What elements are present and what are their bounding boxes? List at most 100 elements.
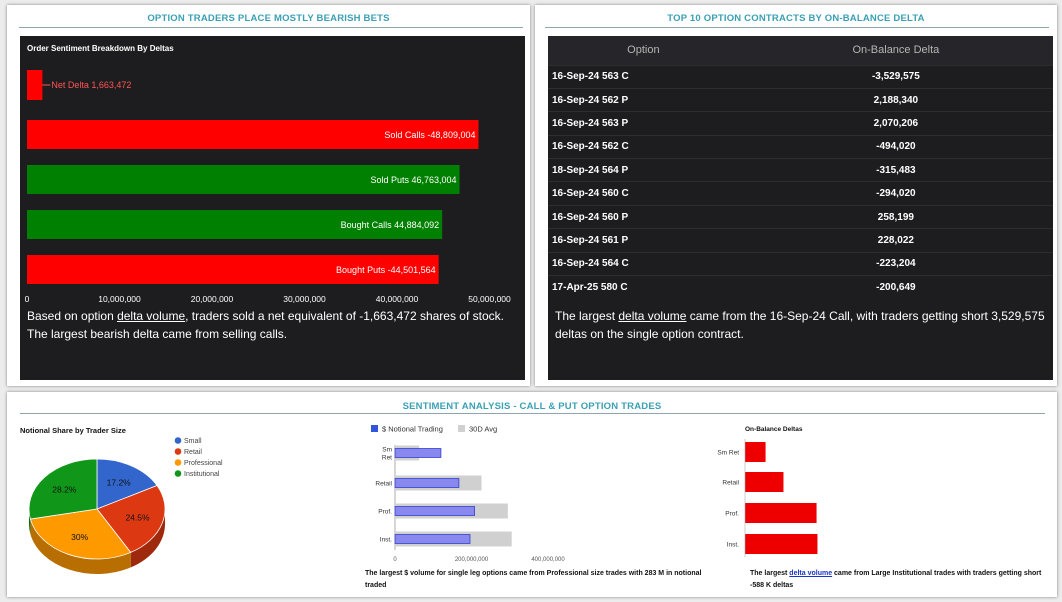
- x-tick-label: 0: [25, 294, 30, 304]
- note-text: The largest: [750, 570, 790, 577]
- divider: [545, 27, 1049, 28]
- volume-note: The largest $ volume for single leg opti…: [365, 570, 702, 589]
- delta-cell: 2,070,206: [738, 111, 1053, 136]
- sentiment-chart-card: Order Sentiment Breakdown By Deltas Net …: [20, 36, 525, 380]
- option-cell: 16-Sep-24 560 P: [548, 204, 739, 229]
- legend-label: Professional: [184, 460, 223, 467]
- notional-bar: [394, 448, 442, 458]
- legend-label: $ Notional Trading: [382, 425, 443, 434]
- x-tick-label: 40,000,000: [376, 294, 419, 304]
- delta-volume-link[interactable]: delta volume: [117, 309, 186, 323]
- y-category-label: Inst.: [727, 542, 739, 549]
- option-cell: 16-Sep-24 560 C: [548, 181, 739, 206]
- delta-bar: [745, 503, 817, 523]
- table-row: 18-Sep-24 564 P -315,483: [548, 158, 1053, 182]
- column-header-delta[interactable]: On-Balance Delta: [738, 36, 1053, 65]
- table-row: 16-Sep-24 560 C -294,020: [548, 181, 1053, 206]
- description-text: came from the 16-Sep-24 Call, with trade…: [555, 309, 1045, 341]
- notional-bar: [394, 506, 475, 516]
- legend-swatch: [174, 437, 182, 444]
- x-tick-label: 50,000,000: [468, 294, 511, 304]
- panel-title-analysis: SENTIMENT ANALYSIS - CALL & PUT OPTION T…: [402, 401, 662, 412]
- panel-title-contracts: TOP 10 OPTION CONTRACTS BY ON-BALANCE DE…: [667, 13, 925, 24]
- y-category-label: Sm Ret: [717, 450, 739, 457]
- table-row: 16-Sep-24 562 P 2,188,340: [548, 87, 1053, 112]
- delta-cell: -3,529,575: [738, 64, 1053, 89]
- x-tick-label: 0: [393, 557, 397, 563]
- pie-value-label: 28.2%: [52, 484, 77, 494]
- delta-bar: [745, 442, 766, 462]
- sentiment-bar-chart: Net Delta 1,663,472 Sold Calls -48,809,00…: [25, 70, 511, 304]
- description-text: , traders sold a net equivalent of -1,66…: [27, 309, 504, 341]
- table-row: 17-Apr-25 580 C -200,649: [548, 275, 1053, 299]
- legend-label: Small: [184, 438, 202, 445]
- option-cell: 16-Sep-24 564 C: [548, 251, 739, 276]
- legend-swatch: [371, 425, 378, 432]
- delta-cell: -315,483: [738, 158, 1053, 182]
- chart-title: On-Balance Deltas: [745, 426, 803, 433]
- delta-volume-link[interactable]: delta volume: [789, 570, 833, 577]
- option-cell: 17-Apr-25 580 C: [548, 275, 739, 299]
- description-text: Based on option: [27, 309, 118, 323]
- x-tick-label: 20,000,000: [191, 294, 234, 304]
- y-category-label: Prof.: [378, 509, 392, 516]
- pie-slice: [29, 508, 132, 560]
- y-category-label: Retail: [722, 480, 739, 487]
- data-label: Sold Puts 46,763,004: [370, 175, 456, 185]
- table-row: 16-Sep-24 563 P 2,070,206: [548, 111, 1053, 136]
- pie-slice: [96, 458, 158, 510]
- option-cell: 16-Sep-24 562 P: [548, 87, 739, 112]
- top-contracts-panel: TOP 10 OPTION CONTRACTS BY ON-BALANCE DE…: [535, 5, 1057, 386]
- y-category-label: Inst.: [380, 537, 392, 544]
- notional-share-pie-chart: Notional Share by Trader Size 17.2% 24.5% 3…: [20, 426, 223, 574]
- chart-title: Notional Share by Trader Size: [20, 426, 126, 435]
- table-row: 16-Sep-24 561 P 228,022: [548, 228, 1053, 253]
- legend-label: Institutional: [184, 471, 220, 478]
- contracts-description: The largest delta volume came from the 1…: [555, 307, 1050, 343]
- legend-label: Retail: [184, 449, 202, 456]
- pie-slice: [28, 458, 98, 520]
- delta-bar: [745, 534, 818, 554]
- sentiment-bar: [27, 165, 460, 194]
- column-header-option[interactable]: Option: [548, 36, 739, 65]
- notional-bar: [394, 534, 471, 544]
- legend-swatch: [458, 425, 465, 432]
- delta-bar: [745, 472, 784, 492]
- delta-cell: 228,022: [738, 228, 1053, 253]
- data-label: Bought Calls 44,884,092: [341, 220, 440, 230]
- pie-slice-side: [30, 519, 131, 574]
- sentiment-bar: [27, 255, 439, 284]
- data-label: Sold Calls -48,809,004: [384, 130, 475, 140]
- legend-swatch: [174, 448, 182, 455]
- delta-cell: 258,199: [738, 204, 1053, 229]
- table-row: 16-Sep-24 562 C -494,020: [548, 134, 1053, 159]
- table-row: 16-Sep-24 563 C -3,529,575: [548, 64, 1053, 89]
- sentiment-analysis-panel: SENTIMENT ANALYSIS - CALL & PUT OPTION T…: [7, 392, 1057, 597]
- option-cell: 16-Sep-24 561 P: [548, 228, 739, 253]
- y-category-label: Retail: [375, 481, 392, 488]
- order-sentiment-panel: OPTION TRADERS PLACE MOSTLY BEARISH BETS…: [7, 5, 530, 386]
- data-label: Bought Puts -44,501,564: [336, 265, 436, 275]
- data-label: Net Delta 1,663,472: [51, 80, 131, 90]
- x-tick-label: 400,000,000: [531, 557, 565, 563]
- x-tick-label: 30,000,000: [283, 294, 326, 304]
- option-cell: 16-Sep-24 563 C: [548, 64, 739, 89]
- option-cell: 16-Sep-24 562 C: [548, 134, 739, 159]
- on-balance-deltas-bar-chart: On-Balance Deltas Sm Ret Retail Prof. Inst.: [717, 426, 818, 557]
- chart-title: Order Sentiment Breakdown By Deltas: [27, 44, 174, 53]
- delta-volume-link[interactable]: delta volume: [618, 309, 687, 323]
- notional-bar: [394, 478, 460, 488]
- panel-title-sentiment: OPTION TRADERS PLACE MOSTLY BEARISH BETS: [147, 13, 390, 24]
- x-tick-label: 10,000,000: [98, 294, 141, 304]
- divider: [20, 413, 1045, 414]
- option-cell: 16-Sep-24 563 P: [548, 111, 739, 136]
- table-row: 16-Sep-24 564 C -223,204: [548, 251, 1053, 276]
- delta-cell: -200,649: [738, 275, 1053, 299]
- table-header-row: Option On-Balance Delta: [548, 36, 1053, 65]
- delta-cell: -294,020: [738, 181, 1053, 206]
- y-category-label: Sm: [382, 447, 392, 454]
- x-tick-label: 200,000,000: [455, 557, 489, 563]
- sentiment-bar: [27, 120, 479, 149]
- legend-swatch: [174, 459, 182, 466]
